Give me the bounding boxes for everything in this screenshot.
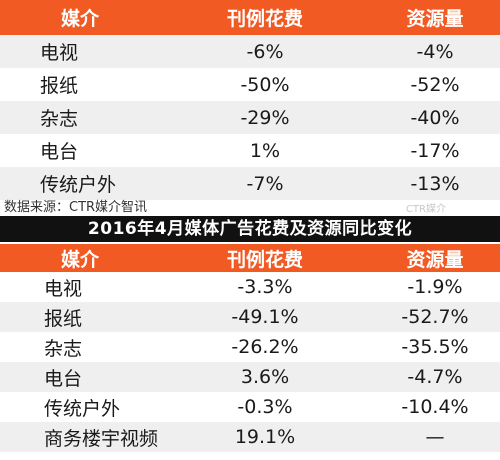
resource-value: -40% [370, 101, 500, 134]
resource-value: -4% [370, 35, 500, 68]
table-row: 报纸 -49.1% -52.7% [0, 302, 500, 332]
media-name: 电台 [0, 362, 160, 392]
spend-value: -29% [160, 101, 370, 134]
header-media: 媒介 [0, 0, 160, 35]
header-spend: 刊例花费 [160, 244, 370, 272]
spend-value: -26.2% [160, 332, 370, 362]
media-name: 商务楼宇视频 [0, 422, 160, 452]
resource-value: -52.7% [370, 302, 500, 332]
header-resource: 资源量 [370, 244, 500, 272]
source-note: 数据来源：CTR媒介智讯 CTR媒介 [0, 200, 500, 216]
table-row: 电台 3.6% -4.7% [0, 362, 500, 392]
header-media: 媒介 [0, 244, 160, 272]
header-resource: 资源量 [370, 0, 500, 35]
table-row: 传统户外 -7% -13% [0, 167, 500, 200]
media-name: 杂志 [0, 101, 160, 134]
resource-value: — [370, 422, 500, 452]
table-2015: 媒介 刊例花费 资源量 电视 -6% -4% 报纸 -50% -52% 杂志 -… [0, 0, 500, 200]
table-2016: 媒介 刊例花费 资源量 电视 -3.3% -1.9% 报纸 -49.1% -52… [0, 244, 500, 452]
media-name: 报纸 [0, 68, 160, 101]
media-name: 电视 [0, 35, 160, 68]
table-row: 电台 1% -17% [0, 134, 500, 167]
media-name: 报纸 [0, 302, 160, 332]
table-row: 电视 -3.3% -1.9% [0, 272, 500, 302]
spend-value: 3.6% [160, 362, 370, 392]
table-header: 媒介 刊例花费 资源量 [0, 244, 500, 272]
table-row: 杂志 -26.2% -35.5% [0, 332, 500, 362]
page-title: 2016年4月媒体广告花费及资源同比变化 [0, 216, 500, 242]
media-name: 传统户外 [0, 392, 160, 422]
spend-value: -0.3% [160, 392, 370, 422]
media-name: 传统户外 [0, 167, 160, 200]
spend-value: -50% [160, 68, 370, 101]
resource-value: -17% [370, 134, 500, 167]
table-header: 媒介 刊例花费 资源量 [0, 0, 500, 35]
watermark: CTR媒介 [405, 204, 446, 215]
resource-value: -52% [370, 68, 500, 101]
spend-value: -49.1% [160, 302, 370, 332]
resource-value: -4.7% [370, 362, 500, 392]
table-row: 商务楼宇视频 19.1% — [0, 422, 500, 452]
spend-value: 19.1% [160, 422, 370, 452]
resource-value: -35.5% [370, 332, 500, 362]
table-row: 报纸 -50% -52% [0, 68, 500, 101]
table-row: 电视 -6% -4% [0, 35, 500, 68]
media-name: 杂志 [0, 332, 160, 362]
spend-value: -6% [160, 35, 370, 68]
media-name: 电视 [0, 272, 160, 302]
table-row: 传统户外 -0.3% -10.4% [0, 392, 500, 422]
header-spend: 刊例花费 [160, 0, 370, 35]
table-row: 杂志 -29% -40% [0, 101, 500, 134]
spend-value: 1% [160, 134, 370, 167]
spend-value: -3.3% [160, 272, 370, 302]
resource-value: -10.4% [370, 392, 500, 422]
resource-value: -1.9% [370, 272, 500, 302]
media-name: 电台 [0, 134, 160, 167]
spend-value: -7% [160, 167, 370, 200]
divider [0, 242, 500, 244]
resource-value: -13% [370, 167, 500, 200]
source-text: 数据来源：CTR媒介智讯 [4, 200, 148, 215]
